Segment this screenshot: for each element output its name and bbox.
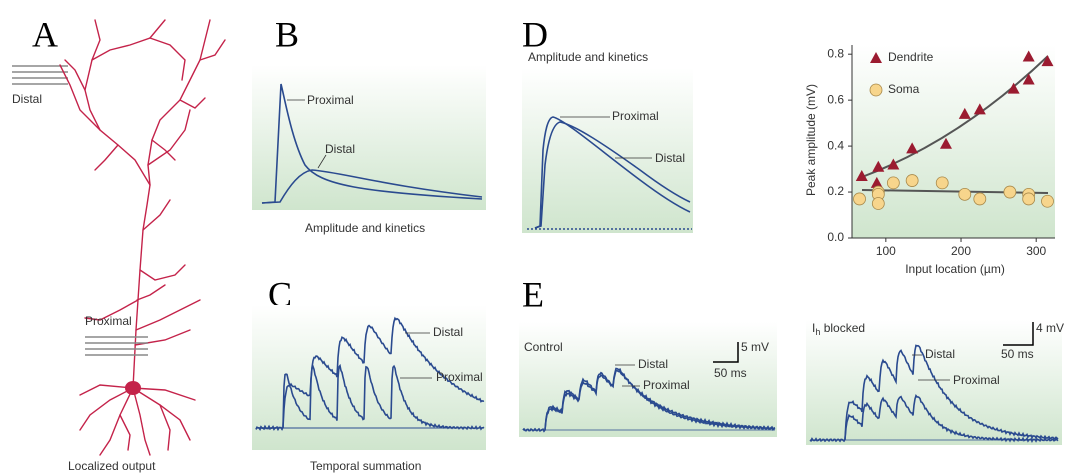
label-proximal: Proximal: [643, 378, 690, 392]
point: [854, 193, 866, 205]
label-proximal: Proximal: [612, 109, 659, 123]
label-proximal: Proximal: [953, 373, 1000, 387]
figure: A Distal Proximal Localize: [0, 0, 1067, 476]
label-distal: Distal: [12, 92, 42, 106]
y-tick-label: 0.8: [827, 46, 844, 60]
x-tick-label: 100: [876, 244, 896, 258]
y-tick-label: 0.4: [827, 138, 844, 152]
scale-y: 5 mV: [741, 340, 769, 354]
neuron: [60, 20, 225, 455]
y-axis-label: Peak amplitude (mV): [804, 84, 818, 196]
legend-label: Dendrite: [888, 50, 934, 64]
x-tick-label: 300: [1026, 244, 1046, 258]
x-tick-label: 200: [951, 244, 971, 258]
point: [1004, 186, 1016, 198]
caption: Amplitude and kinetics: [305, 221, 425, 235]
panel-label: E: [522, 274, 544, 314]
scale-x: 50 ms: [714, 366, 747, 380]
y-tick-label: 0.2: [827, 184, 844, 198]
y-tick-label: 0.0: [827, 230, 844, 244]
panel-label: D: [522, 14, 548, 54]
legend-label: Soma: [888, 82, 920, 96]
panel-title: Amplitude and kinetics: [528, 50, 648, 64]
point: [1041, 195, 1053, 207]
legend-marker: [870, 84, 882, 96]
label-distal: Distal: [925, 347, 955, 361]
point: [959, 188, 971, 200]
label-proximal: Proximal: [307, 93, 354, 107]
scale-y: 4 mV: [1036, 321, 1064, 335]
panel-label: B: [275, 14, 299, 54]
point: [936, 177, 948, 189]
panel-bg: [806, 320, 1062, 445]
point: [887, 177, 899, 189]
point: [872, 198, 884, 210]
label-distal: Distal: [655, 151, 685, 165]
panel-label: A: [32, 14, 58, 54]
caption: Localized output: [68, 459, 156, 473]
stim-proximal: [85, 337, 148, 355]
point: [906, 175, 918, 187]
plot-bg: [852, 45, 1055, 238]
label-distal: Distal: [638, 357, 668, 371]
label-proximal: Proximal: [436, 370, 483, 384]
label-distal: Distal: [325, 142, 355, 156]
panel-title: Control: [524, 340, 563, 354]
scale-x: 50 ms: [1001, 347, 1034, 361]
panel-title: Ih blocked: [812, 321, 865, 337]
caption: Temporal summation: [310, 459, 421, 473]
label-distal: Distal: [433, 325, 463, 339]
point: [974, 193, 986, 205]
point: [1023, 193, 1035, 205]
label-proximal: Proximal: [85, 314, 132, 328]
stim-distal: [12, 66, 68, 84]
x-axis-label: Input location (µm): [905, 262, 1005, 276]
title-rest: blocked: [820, 321, 865, 335]
y-tick-label: 0.6: [827, 92, 844, 106]
panel-bg: [252, 65, 486, 210]
